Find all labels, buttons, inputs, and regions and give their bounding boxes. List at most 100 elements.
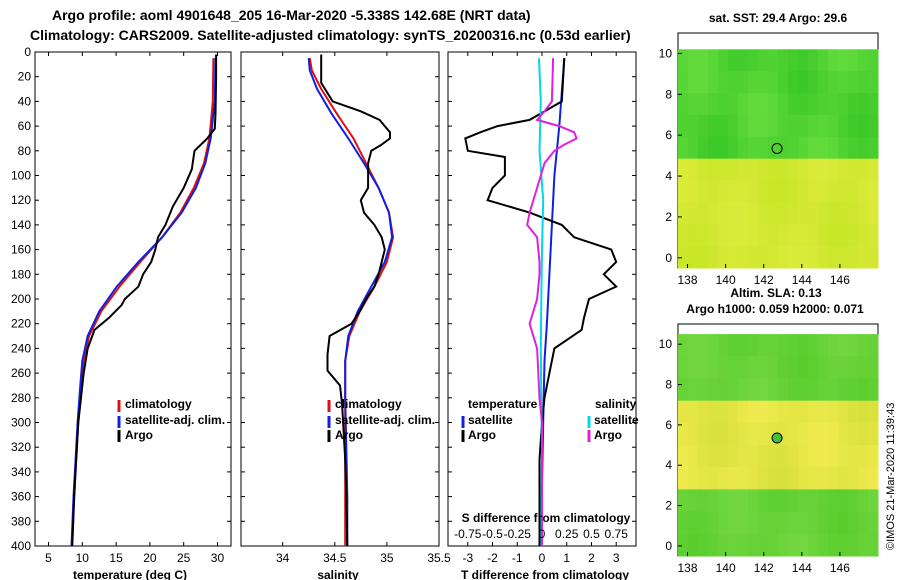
heatmap-cell <box>868 180 879 203</box>
heatmap-cell <box>848 202 859 225</box>
heatmap-cell <box>858 422 869 446</box>
heatmap-cell <box>748 180 759 203</box>
y-tick-label: 2 <box>665 499 672 513</box>
heatmap-cell <box>858 180 869 203</box>
heatmap-cell <box>748 71 759 94</box>
heatmap-cell <box>778 71 789 94</box>
heatmap-cell <box>868 334 879 357</box>
heatmap-cell <box>818 71 829 94</box>
heatmap-cell <box>698 445 709 468</box>
salinity-lines <box>307 54 395 547</box>
heatmap-cell <box>778 158 789 182</box>
y-tick-label: 180 <box>11 267 31 281</box>
y-tick-label: 10 <box>659 337 673 351</box>
heatmap-cell <box>748 49 759 72</box>
heatmap-cell <box>708 334 719 357</box>
heatmap-cell <box>678 114 689 138</box>
heatmap-cell <box>838 489 849 513</box>
heatmap-cell <box>708 378 719 402</box>
heatmap-cell <box>768 180 779 203</box>
sst-map-ticks: 138 140 142 144 146 0 2 4 6 8 10 <box>659 46 851 287</box>
heatmap-cell <box>698 136 709 160</box>
heatmap-cell <box>718 114 729 138</box>
x-tick-label: 30 <box>211 551 225 565</box>
heatmap-cell <box>818 533 829 557</box>
heatmap-cell <box>838 511 849 535</box>
heatmap-cell <box>808 467 819 490</box>
x-tick-label: 34 <box>276 551 290 565</box>
s-difference-axis-title: S difference from climatology <box>462 511 631 525</box>
heatmap-cell <box>798 445 809 468</box>
heatmap-cell <box>858 334 869 357</box>
heatmap-cell <box>728 533 739 557</box>
heatmap-cell <box>788 422 799 446</box>
heatmap-cell <box>718 467 729 490</box>
heatmap-cell <box>848 533 859 557</box>
heatmap-cell <box>678 489 689 513</box>
legend-argo: Argo <box>125 428 153 442</box>
heatmap-cell <box>828 533 839 557</box>
heatmap-cell <box>768 246 779 269</box>
heatmap-cell <box>868 158 879 182</box>
temperature-x-label: temperature (deg C) <box>73 568 187 580</box>
difference-x-label: T difference from climatology <box>461 568 629 580</box>
heatmap-cell <box>718 334 729 357</box>
heatmap-cell <box>838 180 849 203</box>
x-tick-label: 146 <box>830 561 850 575</box>
heatmap-cell <box>698 356 709 379</box>
heatmap-cell <box>818 180 829 203</box>
heatmap-cell <box>858 93 869 116</box>
series-line-satellite-adj-clim- <box>307 58 394 546</box>
heatmap-cell <box>718 180 729 203</box>
heatmap-cell <box>688 246 699 269</box>
heatmap-cell <box>848 400 859 424</box>
heatmap-cell <box>798 422 809 446</box>
heatmap-cell <box>758 533 769 557</box>
s-diff-tick-label: 0.25 <box>555 527 579 541</box>
heatmap-cell <box>848 356 859 379</box>
heatmap-cell <box>728 180 739 203</box>
heatmap-cell <box>838 400 849 424</box>
heatmap-cell <box>708 422 719 446</box>
heatmap-cell <box>718 158 729 182</box>
heatmap-cell <box>848 511 859 535</box>
heatmap-cell <box>808 49 819 72</box>
heatmap-cell <box>788 93 799 116</box>
heatmap-cell <box>848 93 859 116</box>
legend-s-argo: Argo <box>594 428 622 442</box>
heatmap-cell <box>748 400 759 424</box>
heatmap-cell <box>858 467 869 490</box>
x-tick-label: 2 <box>588 551 595 565</box>
difference-lines <box>464 58 618 546</box>
y-tick-label: 4 <box>665 169 672 183</box>
heatmap-cell <box>748 136 759 160</box>
heatmap-cell <box>848 49 859 72</box>
heatmap-cell <box>738 511 749 535</box>
heatmap-cell <box>798 49 809 72</box>
heatmap-cell <box>848 136 859 160</box>
heatmap-cell <box>738 71 749 94</box>
x-tick-label: -3 <box>462 551 473 565</box>
x-tick-label: 0 <box>539 551 546 565</box>
temperature-x-ticks: 5 10 15 20 25 30 <box>45 52 224 565</box>
y-tick-label: 280 <box>11 391 31 405</box>
heatmap-cell <box>818 158 829 182</box>
heatmap-cell <box>858 202 869 225</box>
heatmap-cell <box>758 378 769 402</box>
y-tick-label: 4 <box>665 458 672 472</box>
heatmap-cell <box>708 511 719 535</box>
heatmap-cell <box>678 71 689 94</box>
heatmap-cell <box>678 334 689 357</box>
heatmap-cell <box>798 158 809 182</box>
heatmap-cell <box>858 511 869 535</box>
heatmap-cell <box>788 467 799 490</box>
y-tick-label: 8 <box>665 87 672 101</box>
heatmap-cell <box>868 93 879 116</box>
heatmap-cell <box>748 202 759 225</box>
x-tick-label: 142 <box>754 273 774 287</box>
heatmap-cell <box>728 334 739 357</box>
heatmap-cell <box>688 489 699 513</box>
s-diff-tick-label: -0.25 <box>504 527 532 541</box>
x-tick-label: 10 <box>76 551 90 565</box>
x-tick-label: -2 <box>487 551 498 565</box>
